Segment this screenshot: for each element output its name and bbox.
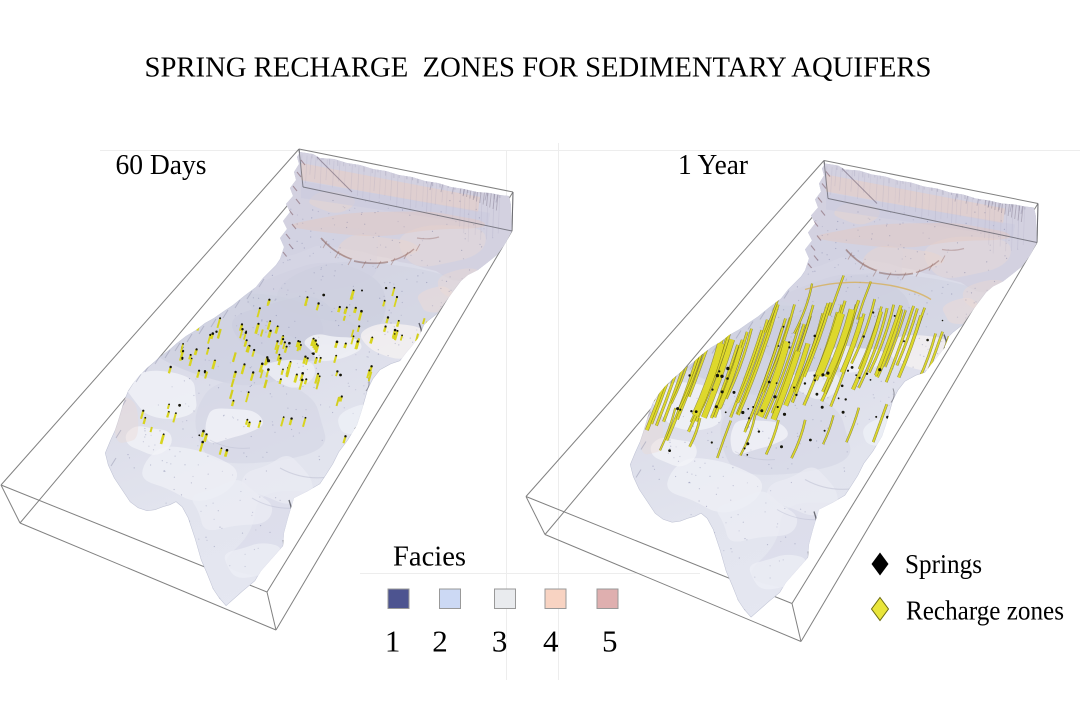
svg-text:SPRING RECHARGE ZONES FOR SED: SPRING RECHARGE ZONES FOR SEDIMENTARY AQ… [145,51,932,83]
svg-text:Facies: Facies [393,542,466,573]
svg-text:4: 4 [543,624,559,659]
svg-text:1: 1 [385,624,401,659]
svg-text:Recharge zones: Recharge zones [906,595,1064,626]
svg-text:5: 5 [602,624,618,659]
svg-text:1 Year: 1 Year [678,150,749,181]
svg-text:60 Days: 60 Days [116,150,207,181]
svg-text:3: 3 [492,624,508,659]
svg-text:2: 2 [432,624,448,659]
svg-text:Springs: Springs [905,548,982,579]
